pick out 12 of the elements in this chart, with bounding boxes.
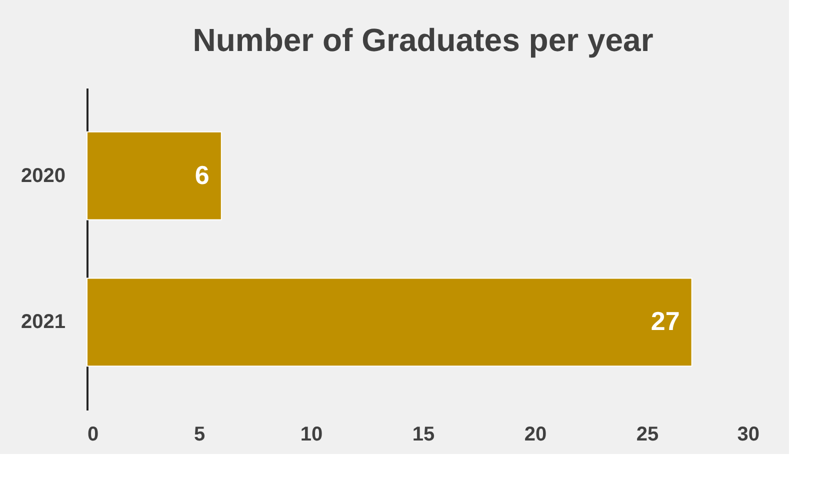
x-tick-label: 0 [88, 424, 99, 446]
x-tick-label: 15 [412, 424, 435, 446]
data-label: 27 [650, 306, 680, 336]
x-tick-label: 5 [194, 424, 206, 446]
y-tick-label: 2020 [21, 164, 66, 187]
data-label: 6 [194, 160, 210, 190]
y-tick-label: 2021 [21, 311, 66, 334]
x-tick-label: 10 [300, 424, 323, 446]
x-tick-label: 20 [524, 424, 547, 446]
x-tick-label: 25 [636, 424, 659, 446]
x-tick-label: 30 [737, 424, 760, 446]
chart-title: Number of Graduates per year [192, 22, 654, 58]
